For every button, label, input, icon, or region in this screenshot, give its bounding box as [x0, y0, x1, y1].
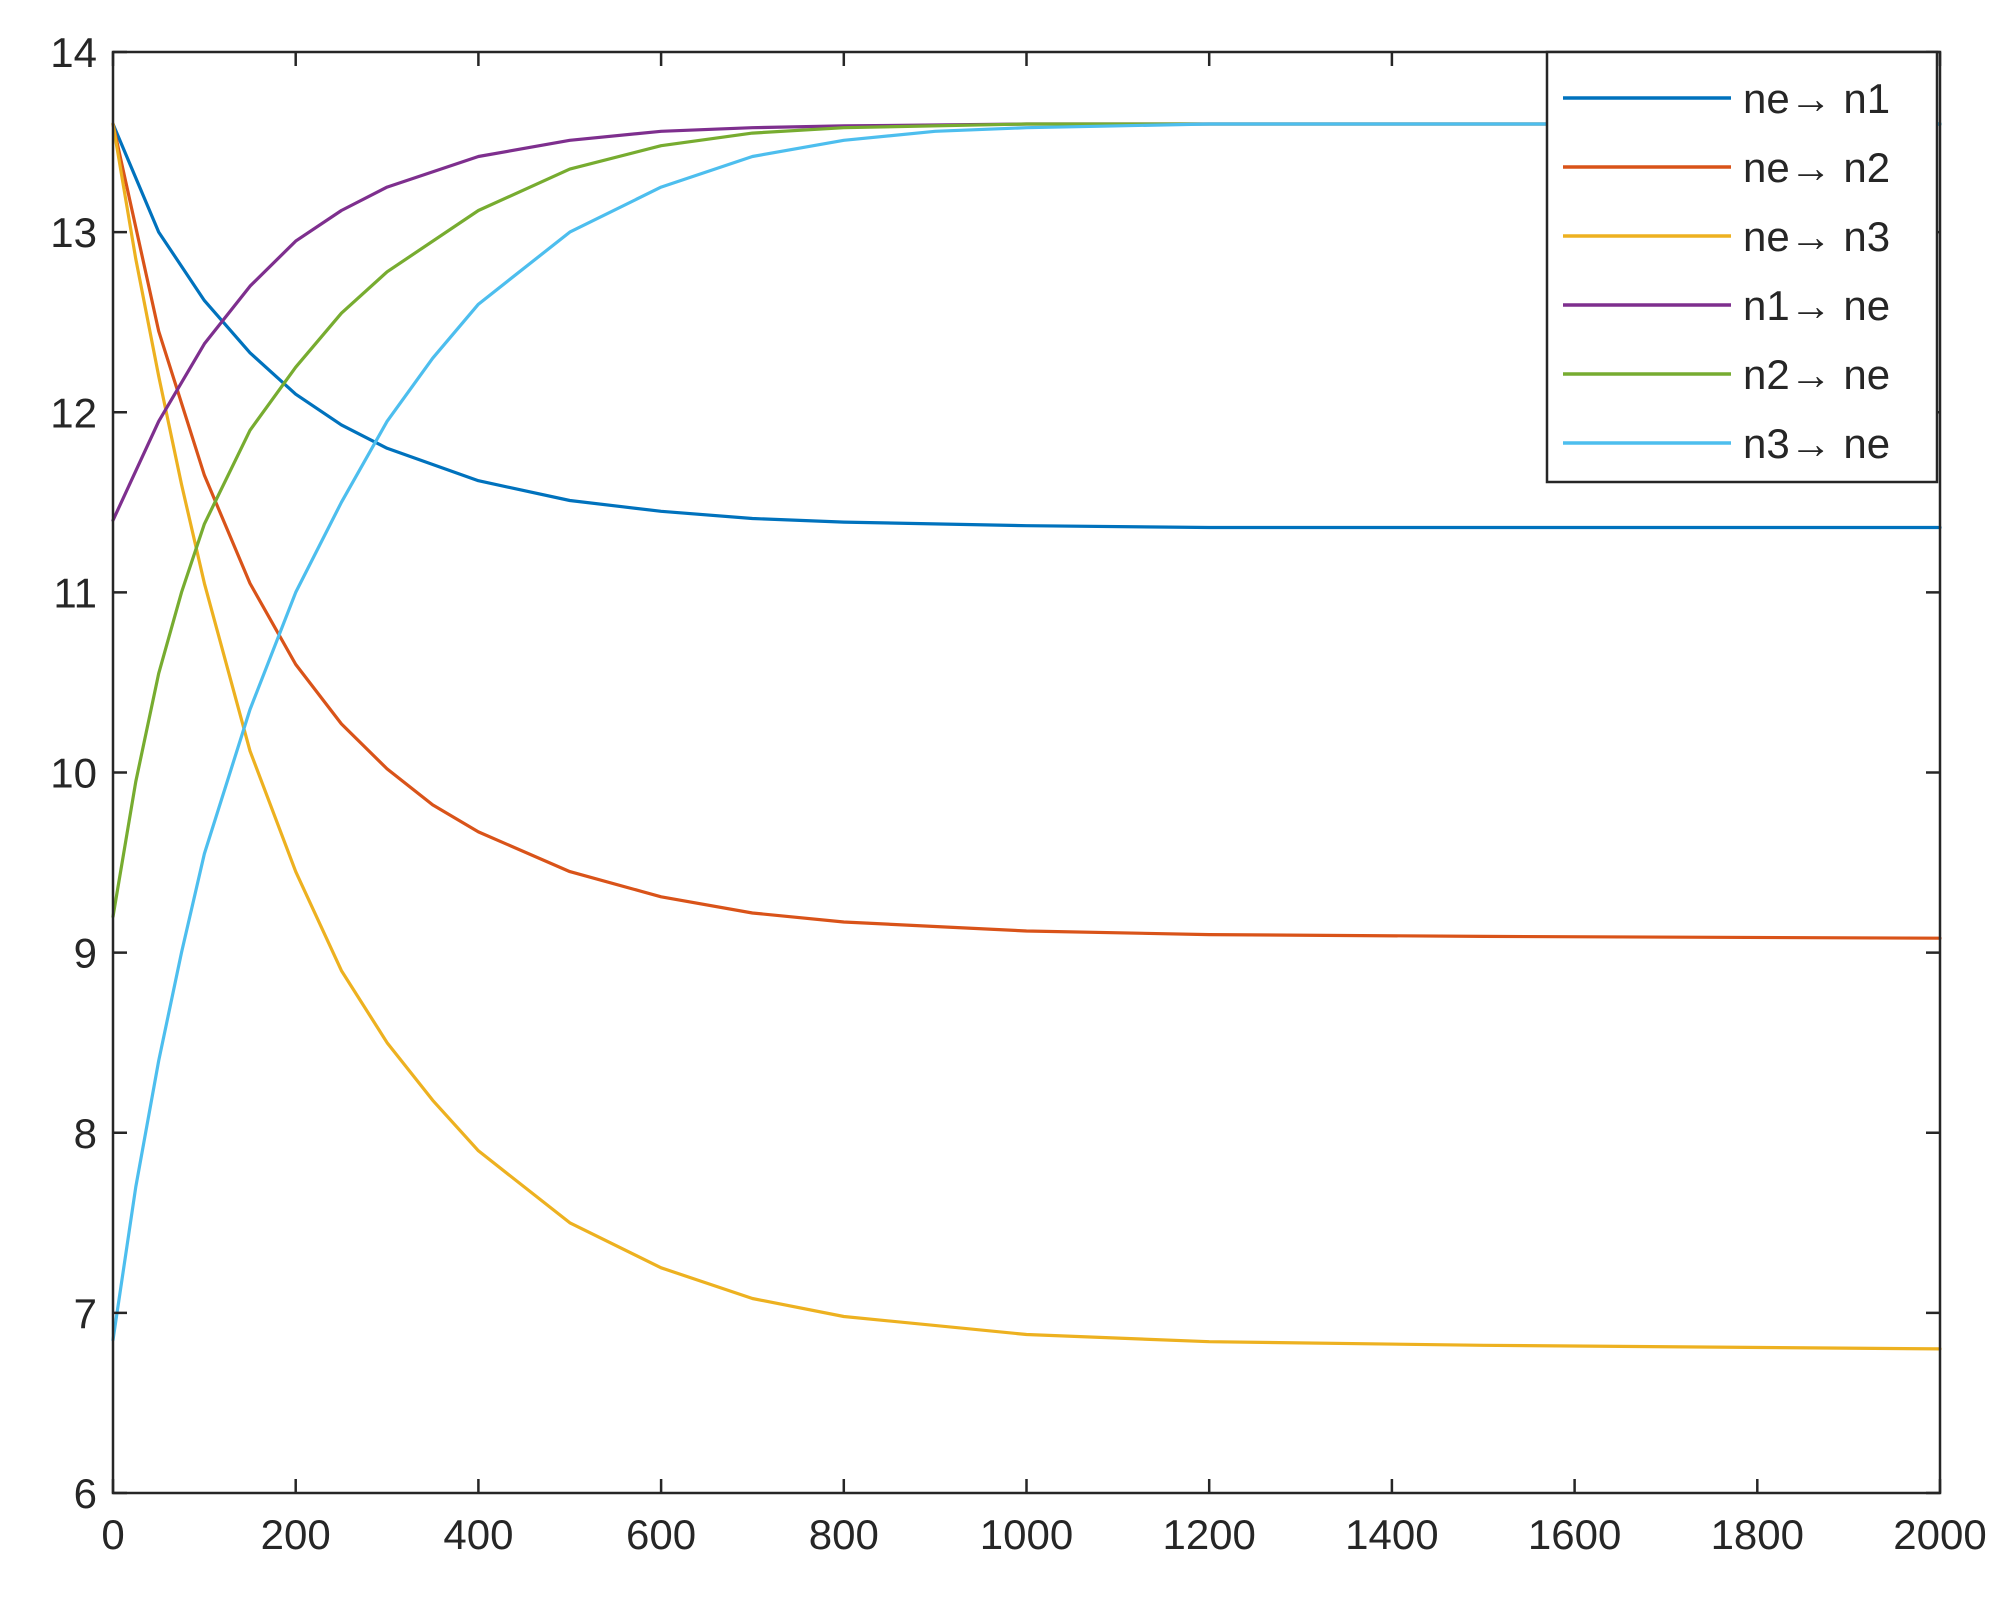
legend-label: ne→ n3: [1743, 213, 1890, 260]
x-tick-label: 2000: [1893, 1511, 1986, 1558]
x-tick-label: 1200: [1162, 1511, 1255, 1558]
series-layer: [111, 122, 1942, 1351]
x-tick-label: 1600: [1528, 1511, 1621, 1558]
series-line-5: [111, 122, 1942, 919]
y-tick-label: 13: [50, 209, 97, 256]
x-tick-label: 200: [261, 1511, 331, 1558]
legend-label: n2→ ne: [1743, 351, 1890, 398]
series-line-1: [111, 122, 1942, 530]
x-tick-label: 1800: [1711, 1511, 1804, 1558]
y-tick-label: 11: [53, 569, 97, 616]
legend-label: ne→ n2: [1743, 144, 1890, 191]
series-line-2: [111, 122, 1942, 940]
y-tick-label: 14: [50, 29, 97, 76]
series-line-3: [111, 122, 1942, 1351]
y-tick-label: 12: [50, 389, 97, 436]
y-tick-label: 10: [50, 750, 97, 797]
x-tick-label: 0: [101, 1511, 124, 1558]
y-tick-label: 8: [74, 1110, 97, 1157]
y-tick-label: 7: [74, 1290, 97, 1337]
x-tick-label: 1000: [980, 1511, 1073, 1558]
series-line-6: [111, 122, 1942, 1342]
legend-label: n3→ ne: [1743, 420, 1890, 467]
y-tick-label: 6: [74, 1470, 97, 1517]
x-tick-label: 400: [443, 1511, 513, 1558]
x-tick-label: 800: [809, 1511, 879, 1558]
legend-label: n1→ ne: [1743, 282, 1890, 329]
y-tick-label: 9: [74, 930, 97, 977]
legend-box: [1545, 50, 1939, 484]
axes: 0 200 400 600 800 1000 1200 1400 1600 1800 2000 6 7 8…: [50, 29, 1986, 1558]
x-tick-label: 600: [626, 1511, 696, 1558]
legend: ne→ n1 ne→ n2 ne→ n3 n1→ ne n2→ ne n3→ ne: [1545, 50, 1939, 484]
legend-label: ne→ n1: [1743, 75, 1890, 122]
x-tick-label: 1400: [1345, 1511, 1438, 1558]
